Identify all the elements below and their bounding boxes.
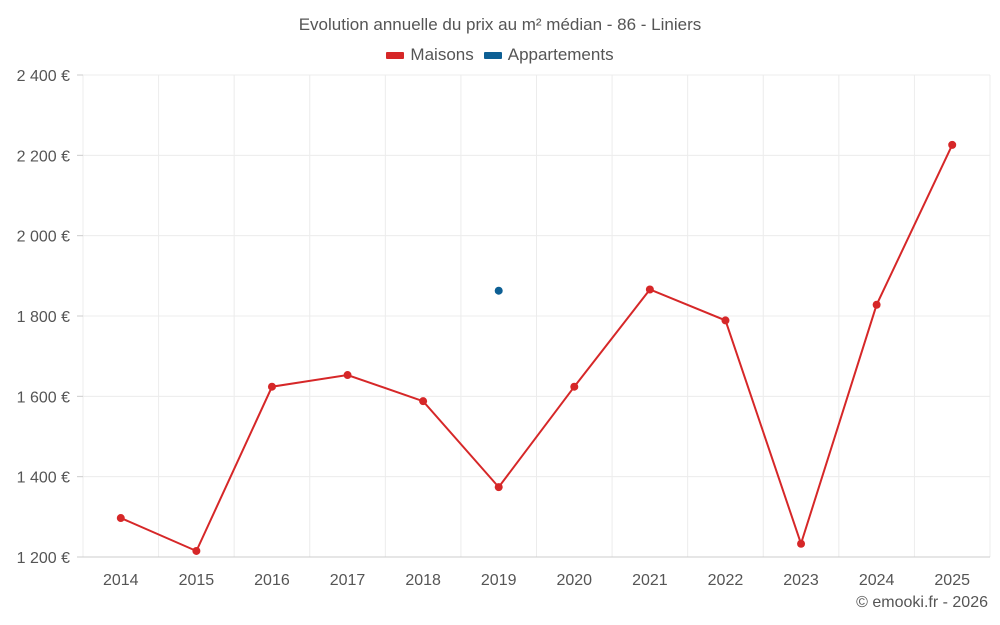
x-tick-label: 2020 — [556, 572, 592, 589]
data-point-maisons — [872, 300, 881, 309]
x-tick-label: 2016 — [254, 572, 290, 589]
legend-swatch-maisons — [386, 51, 405, 59]
x-tick-label: 2015 — [179, 572, 215, 589]
legend: Maisons Appartements — [0, 45, 1000, 65]
y-tick-label: 1 400 € — [17, 470, 70, 487]
data-point-maisons — [494, 483, 503, 492]
y-tick-label: 2 400 € — [17, 68, 70, 85]
data-point-maisons — [192, 546, 201, 555]
y-tick-label: 1 200 € — [17, 550, 70, 567]
copyright: © emooki.fr - 2026 — [856, 594, 988, 611]
data-point-maisons — [343, 371, 352, 380]
data-point-maisons — [267, 382, 276, 391]
x-tick-label: 2023 — [783, 572, 819, 589]
y-tick-label: 2 200 € — [17, 148, 70, 165]
x-tick-label: 2022 — [708, 572, 744, 589]
data-point-maisons — [570, 382, 579, 391]
data-point-maisons — [419, 397, 428, 406]
y-tick-label: 1 600 € — [17, 389, 70, 406]
data-point-maisons — [116, 514, 125, 523]
legend-label-maisons: Maisons — [410, 45, 474, 64]
y-tick-label: 1 800 € — [17, 309, 70, 326]
data-point-maisons — [797, 539, 806, 548]
x-tick-label: 2017 — [330, 572, 366, 589]
x-tick-label: 2014 — [103, 572, 139, 589]
x-tick-label: 2019 — [481, 572, 517, 589]
x-tick-label: 2024 — [859, 572, 895, 589]
chart-title: Evolution annuelle du prix au m² médian … — [298, 15, 702, 34]
legend-item-appartements[interactable]: Appartements — [483, 45, 614, 65]
y-tick-label: 2 000 € — [17, 229, 70, 246]
x-tick-label: 2021 — [632, 572, 668, 589]
series-line-maisons — [120, 144, 954, 553]
data-point-maisons — [721, 316, 730, 325]
legend-item-maisons[interactable]: Maisons — [386, 45, 474, 65]
legend-label-appartements: Appartements — [507, 45, 614, 64]
legend-swatch-appartements — [483, 51, 502, 59]
x-tick-label: 2018 — [405, 572, 441, 589]
data-point-maisons — [645, 285, 654, 294]
x-tick-label: 2025 — [934, 572, 970, 589]
data-point-maisons — [948, 140, 957, 149]
data-point-appartements — [494, 286, 503, 295]
